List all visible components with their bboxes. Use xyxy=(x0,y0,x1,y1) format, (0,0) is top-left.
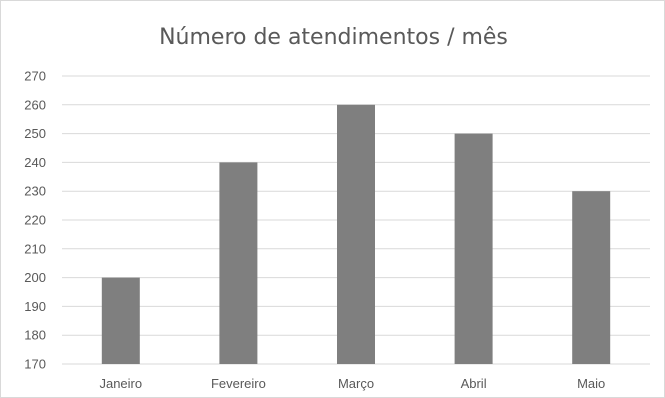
y-tick-label: 230 xyxy=(24,184,46,199)
y-tick-label: 170 xyxy=(24,357,46,372)
x-axis-ticks: Janeiro Fevereiro Março Abril Maio xyxy=(99,376,605,391)
bar-fevereiro xyxy=(219,162,258,364)
bar-março xyxy=(337,104,375,365)
x-tick-label: Maio xyxy=(577,376,605,391)
y-tick-label: 210 xyxy=(24,241,46,256)
y-tick-label: 250 xyxy=(24,126,46,141)
x-tick-label: Fevereiro xyxy=(211,376,266,391)
bars xyxy=(101,104,611,365)
y-tick-label: 270 xyxy=(24,69,46,84)
y-tick-label: 200 xyxy=(24,270,46,285)
x-tick-label: Abril xyxy=(461,376,487,391)
bar-abril xyxy=(454,133,493,364)
y-tick-label: 240 xyxy=(24,155,46,170)
y-tick-label: 260 xyxy=(24,97,46,112)
y-tick-label: 190 xyxy=(24,299,46,314)
y-tick-label: 220 xyxy=(24,213,46,228)
x-tick-label: Março xyxy=(338,376,374,391)
chart-title: Número de atendimentos / mês xyxy=(159,25,508,50)
y-axis-ticks: 170 180 190 200 210 220 230 240 250 260 270 xyxy=(24,69,46,372)
bar-maio xyxy=(572,191,611,364)
x-tick-label: Janeiro xyxy=(99,376,142,391)
y-tick-label: 180 xyxy=(24,328,46,343)
bar-janeiro xyxy=(101,277,140,364)
